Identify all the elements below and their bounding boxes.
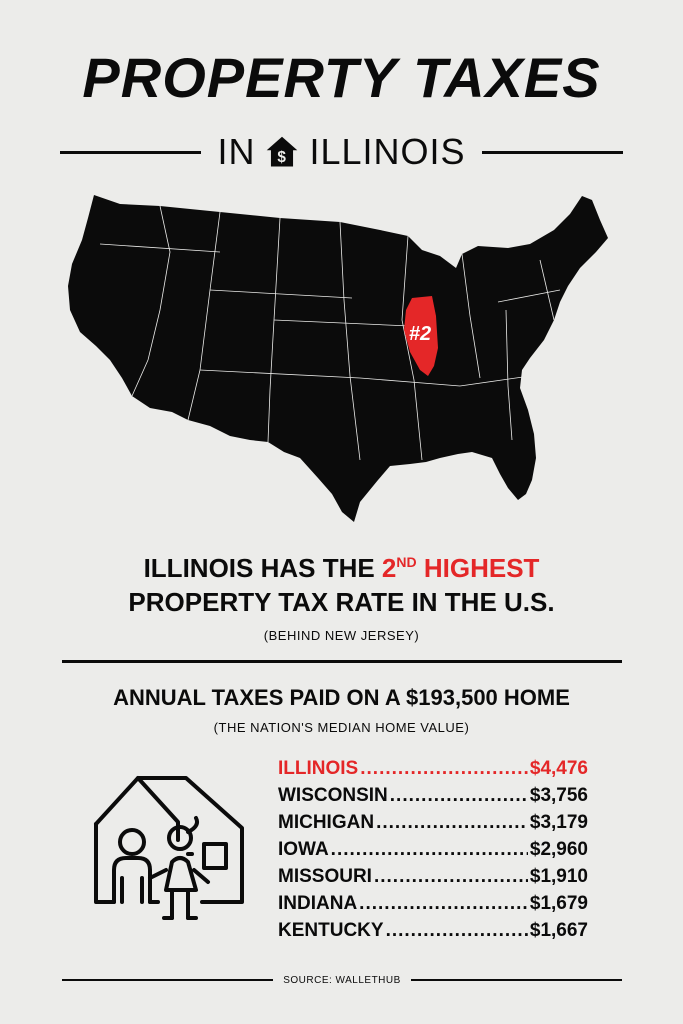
tax-state: INDIANA [278,893,358,914]
us-map-svg: #2 [68,195,608,522]
tax-state: MISSOURI [278,866,372,887]
us-map-shape [68,195,608,522]
tax-amount: $1,910 [529,866,588,887]
annual-subheading: (THE NATION'S MEDIAN HOME VALUE) [213,720,470,735]
tax-amount: $1,679 [529,893,588,914]
tax-row-indiana: INDIANA $1,679 [278,893,588,920]
headline: ILLINOIS HAS THE 2ND HIGHEST PROPERTY TA… [0,552,683,620]
section-divider [62,660,622,663]
headline-rank: 2ND HIGHEST [382,553,540,583]
divider-right [481,150,623,154]
us-map: #2 [60,190,625,530]
tax-row-iowa: IOWA $2,960 [278,839,588,866]
illinois-shape [404,296,438,376]
svg-text:$: $ [278,149,287,166]
tax-amount: $4,476 [529,758,588,779]
illinois-rank-label: #2 [409,323,431,345]
subtitle-state: ILLINOIS [309,131,466,172]
house-dollar-icon: $ [267,136,298,167]
tax-row-kentucky: KENTUCKY $1,667 [278,920,588,947]
headline-rank-number: 2 [381,553,397,583]
dot-leader [374,866,528,888]
tax-amount: $3,179 [529,812,588,833]
source-divider-right [410,979,622,981]
tax-amount: $3,756 [529,785,588,806]
subtitle: IN $ ILLINOIS [217,131,465,173]
source-credit: SOURCE: WALLETHUB [283,974,401,986]
tax-state: IOWA [278,839,329,860]
source-row: SOURCE: WALLETHUB [62,970,622,990]
tax-row-missouri: MISSOURI $1,910 [278,866,588,893]
tax-state: KENTUCKY [278,920,384,941]
tax-row-wisconsin: WISCONSIN $3,756 [278,785,588,812]
tax-list: ILLINOIS $4,476 WISCONSIN $3,756 MICHIGAN $… [278,758,588,947]
dot-leader [331,839,528,861]
tax-state: MICHIGAN [278,812,375,833]
annual-heading: ANNUAL TAXES PAID ON A $193,500 HOME [113,685,570,710]
tax-amount: $2,960 [529,839,588,860]
subtitle-prefix: IN [217,131,256,172]
behind-note: (BEHIND NEW JERSEY) [263,628,420,643]
page-title: PROPERTY TAXES [82,46,601,109]
source-divider-left [62,979,274,981]
dot-leader [390,785,528,807]
headline-line1-start: ILLINOIS HAS THE [143,553,382,583]
headline-rank-word: HIGHEST [416,553,540,583]
subtitle-row: IN $ ILLINOIS [60,130,623,174]
headline-line2: PROPERTY TAX RATE IN THE U.S. [128,586,555,617]
tax-amount: $1,667 [529,920,588,941]
headline-rank-suffix: ND [396,554,417,570]
dot-leader [386,920,528,942]
tax-state: WISCONSIN [278,785,388,806]
tax-row-michigan: MICHIGAN $3,179 [278,812,588,839]
tax-state: ILLINOIS [278,758,359,779]
family-home-icon [94,776,244,920]
divider-left [60,150,202,154]
tax-row-illinois: ILLINOIS $4,476 [278,758,588,785]
dot-leader [376,812,528,834]
state-borders [99,205,561,461]
dot-leader [359,893,528,915]
dot-leader [360,758,528,780]
